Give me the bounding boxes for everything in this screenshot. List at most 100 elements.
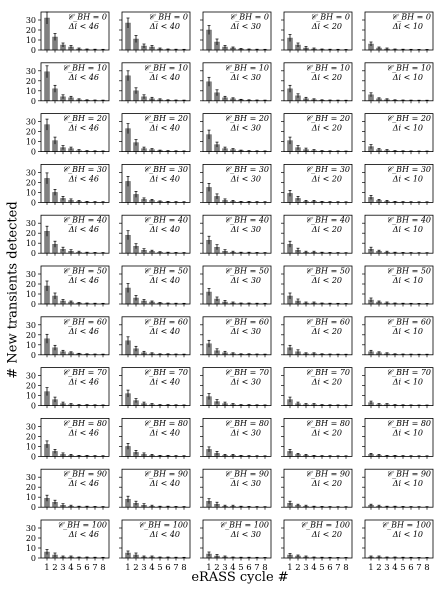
panel: 𝒞_BH = 0Δi < 10 [362, 11, 434, 53]
delta-label: Δi < 20 [311, 22, 342, 31]
delta-label: Δi < 10 [392, 479, 423, 488]
threshold-label: 𝒞_BH = 30 [305, 165, 350, 174]
threshold-label: 𝒞_BH = 40 [386, 216, 431, 225]
y-tick-label: 20 [26, 534, 36, 543]
panel-frame [40, 113, 110, 152]
panel-frame [121, 11, 191, 51]
y-tick-label: 10 [26, 442, 36, 451]
threshold-label: 𝒞_BH = 60 [143, 317, 188, 326]
y-tick-label: 30 [26, 321, 36, 330]
threshold-label: 𝒞_BH = 0 [148, 13, 188, 22]
panel-frame [202, 417, 272, 457]
threshold-label: 𝒞_BH = 70 [143, 368, 188, 377]
y-tick-label: 20 [26, 77, 36, 86]
threshold-label: 𝒞_BH = 80 [143, 419, 188, 428]
x-tick-label: 5 [157, 563, 162, 573]
threshold-label: 𝒞_BH = 0 [310, 13, 350, 22]
threshold-label: 𝒞_BH = 10 [386, 63, 431, 72]
threshold-label: 𝒞_BH = 50 [224, 267, 269, 276]
threshold-label: 𝒞_BH = 50 [62, 267, 107, 276]
y-tick-label: 0 [31, 554, 36, 563]
x-tick-label: 2 [133, 563, 138, 573]
y-axis-title-text: # New transients detected [5, 201, 21, 379]
x-tick-label: 2 [376, 563, 381, 573]
delta-label: Δi < 40 [149, 124, 180, 133]
delta-label: Δi < 40 [149, 327, 180, 336]
x-tick-label: 7 [173, 563, 178, 573]
panel-frame [202, 62, 272, 102]
x-axis-title: eRASS cycle # [191, 570, 289, 585]
panel-frame [283, 163, 353, 203]
delta-label: Δi < 40 [149, 378, 180, 387]
y-tick-label: 10 [26, 290, 36, 299]
threshold-label: 𝒞_BH = 0 [229, 13, 269, 22]
threshold-label: 𝒞_BH = 10 [305, 63, 350, 72]
panel-frame [283, 519, 353, 559]
threshold-label: 𝒞_BH = 50 [386, 267, 431, 276]
threshold-label: 𝒞_BH = 60 [305, 317, 350, 326]
panel-frame [202, 265, 272, 305]
panel-frame [121, 113, 191, 152]
y-axis-title: # New transients detected [3, 201, 23, 378]
threshold-label: 𝒞_BH = 20 [143, 114, 188, 123]
delta-label: Δi < 20 [311, 276, 342, 285]
x-tick-label: 1 [125, 563, 130, 573]
y-tick-label: 30 [26, 67, 36, 76]
panel-frame [364, 519, 434, 559]
x-tick-label: 3 [60, 563, 65, 573]
threshold-label: 𝒞_BH = 90 [224, 470, 269, 479]
delta-label: Δi < 46 [68, 22, 99, 31]
y-tick-label: 0 [31, 46, 36, 55]
delta-label: Δi < 10 [392, 530, 423, 539]
threshold-label: 𝒞_BH = 60 [386, 317, 431, 326]
panel-frame [364, 163, 434, 203]
panel-frame [283, 62, 353, 102]
x-tick-label: 8 [181, 563, 186, 573]
y-tick-label: 0 [31, 351, 36, 360]
panel-frame [40, 519, 110, 559]
panel-frame [364, 316, 434, 356]
x-tick-label: 3 [141, 563, 146, 573]
y-tick-label: 20 [26, 26, 36, 35]
y-tick-label: 30 [26, 270, 36, 279]
y-tick-label: 10 [26, 87, 36, 96]
threshold-label: 𝒞_BH = 80 [62, 419, 107, 428]
delta-label: Δi < 30 [230, 73, 261, 82]
y-tick-label: 0 [31, 148, 36, 157]
panel-frame [202, 468, 272, 508]
x-tick-label: 8 [262, 563, 267, 573]
panel: 𝒞_BH = 0Δi < 30 [200, 11, 272, 53]
y-tick-label: 30 [26, 118, 36, 127]
y-tick-label: 0 [31, 402, 36, 411]
panel-frame [202, 113, 272, 152]
threshold-label: 𝒞_BH = 50 [143, 267, 188, 276]
y-tick-label: 20 [26, 382, 36, 391]
y-tick-label: 20 [26, 280, 36, 289]
y-tick-label: 20 [26, 178, 36, 187]
y-tick-label: 30 [26, 219, 36, 228]
delta-label: Δi < 46 [68, 225, 99, 234]
x-tick-label: 7 [335, 563, 340, 573]
threshold-label: 𝒞_BH = 20 [224, 114, 269, 123]
y-tick-label: 30 [26, 422, 36, 431]
y-tick-label: 10 [26, 341, 36, 350]
x-tick-label: 3 [303, 563, 308, 573]
x-tick-label: 1 [44, 563, 49, 573]
threshold-label: 𝒞_BH = 30 [386, 165, 431, 174]
panel-frame [40, 265, 110, 305]
delta-label: Δi < 40 [149, 22, 180, 31]
delta-label: Δi < 46 [68, 174, 99, 183]
